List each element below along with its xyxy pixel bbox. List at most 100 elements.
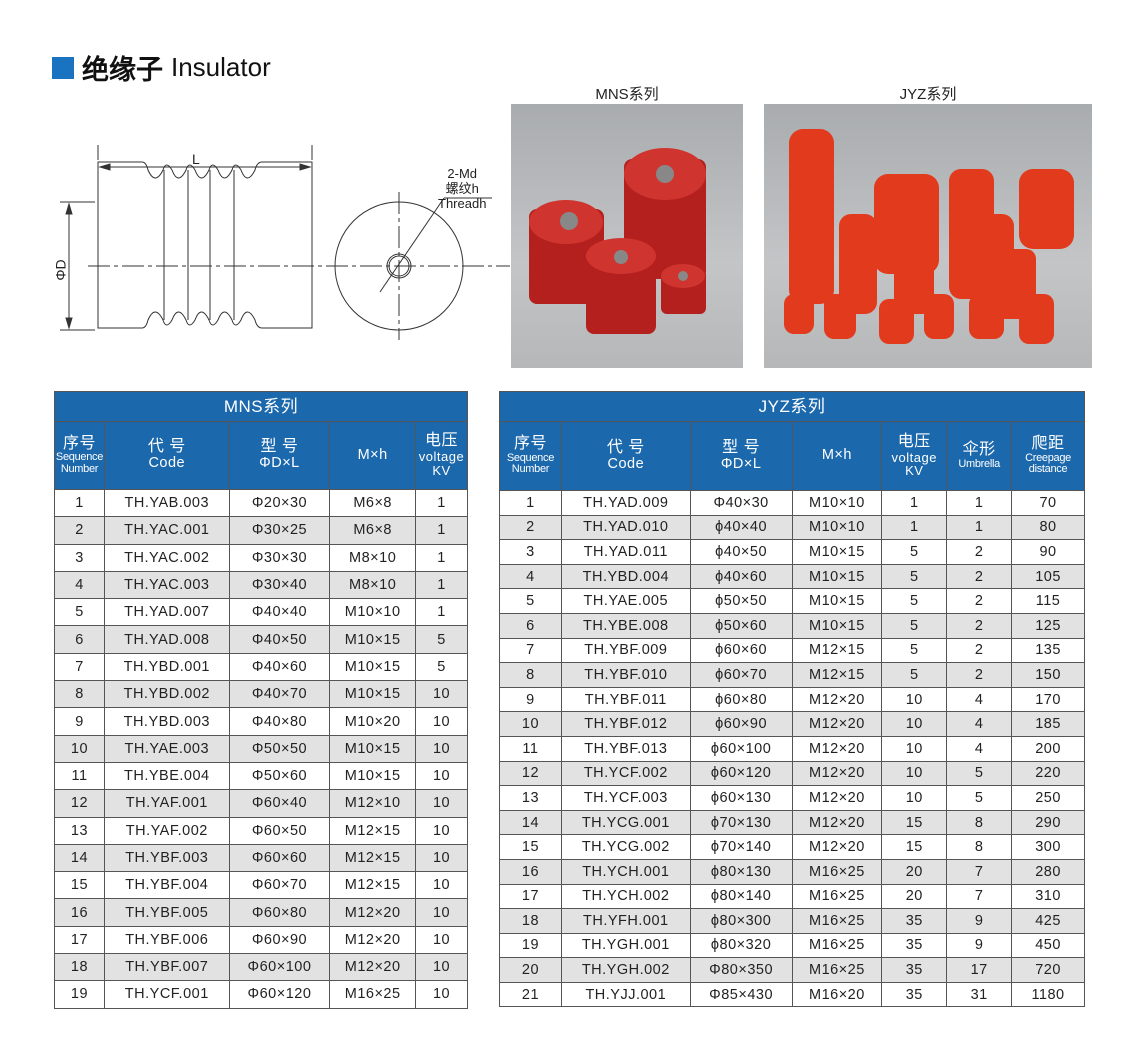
table-row: 17 TH.YCH.002 ϕ80×140 M16×25 20 7 310	[499, 883, 1085, 910]
header-cn: 序号	[513, 435, 547, 453]
table-cell: M10×15	[329, 652, 417, 682]
table-cell: 70	[1011, 490, 1085, 516]
table-cell: M10×15	[329, 625, 417, 654]
table-cell: 8	[946, 834, 1013, 860]
table-row: 8 TH.YBF.010 ϕ60×70 M12×15 5 2 150	[499, 662, 1085, 688]
table-cell: M10×15	[791, 612, 883, 639]
table-cell: 1	[499, 490, 562, 516]
table-cell: M6×8	[329, 516, 417, 545]
table-cell: 290	[1011, 809, 1085, 836]
table-cell: M16×25	[791, 957, 883, 983]
table-cell: M12×15	[329, 871, 417, 900]
table-cell: 16	[499, 858, 562, 885]
table-cell: ϕ60×100	[689, 735, 793, 762]
table-cell: 105	[1011, 563, 1085, 590]
table-cell: Φ20×30	[228, 488, 331, 518]
table-cell: M16×25	[791, 883, 883, 910]
table-cell: 1	[881, 514, 948, 541]
table-cell: 220	[1011, 760, 1085, 787]
table-cell: 9	[946, 908, 1013, 934]
table-cell: 4	[946, 686, 1013, 713]
table-cell: 1	[881, 490, 948, 516]
table-cell: 8	[946, 809, 1013, 836]
table-cell: M12×20	[791, 735, 883, 762]
table-cell: 2	[54, 516, 105, 545]
table-cell: TH.YAE.005	[560, 588, 691, 614]
table-cell: 5	[415, 652, 468, 682]
table-cell: 7	[946, 858, 1013, 885]
table-cell: 19	[499, 932, 562, 959]
table-cell: M12×20	[329, 953, 417, 982]
table-cell: 21	[499, 981, 562, 1008]
title-english: Insulator	[171, 52, 271, 82]
table-cell: M10×10	[791, 490, 883, 516]
table-cell: 425	[1011, 908, 1085, 934]
table-row: 16 TH.YCH.001 ϕ80×130 M16×25 20 7 280	[499, 858, 1085, 885]
table-cell: 8	[499, 662, 562, 688]
header-en: M×h	[357, 446, 388, 463]
header-cn: 序号	[62, 434, 96, 452]
table-cell: 2	[499, 514, 562, 541]
header-cn: 伞形	[962, 440, 996, 458]
table-cell: 4	[946, 735, 1013, 762]
header-cn: 代 号	[147, 438, 186, 456]
table-cell: 3	[54, 543, 105, 572]
jyz-insulators-image	[784, 129, 1074, 344]
table-cell: Φ60×60	[228, 843, 331, 873]
table-cell: 18	[499, 908, 562, 934]
jyz-table-caption: JYZ系列	[499, 391, 1085, 422]
header-en: ΦD×L	[720, 455, 762, 472]
table-row: 2 TH.YAD.010 ϕ40×40 M10×10 1 1 80	[499, 514, 1085, 541]
table-cell: TH.YAB.003	[103, 488, 230, 518]
table-cell: 170	[1011, 686, 1085, 713]
table-cell: 14	[54, 843, 105, 873]
table-cell: 5	[499, 588, 562, 614]
table-cell: M10×20	[329, 707, 417, 736]
table-cell: 10	[415, 789, 468, 818]
table-cell: TH.YBF.005	[103, 898, 230, 927]
table-row: 12 TH.YCF.002 ϕ60×120 M12×20 10 5 220	[499, 760, 1085, 787]
table-cell: 5	[881, 612, 948, 639]
table-cell: 17	[54, 925, 105, 955]
table-cell: 10	[415, 953, 468, 982]
jyz-header-col-1: 代 号 Code	[560, 421, 691, 491]
table-cell: TH.YAE.003	[103, 734, 230, 763]
table-cell: TH.YBE.008	[560, 612, 691, 639]
table-cell: Φ30×40	[228, 570, 331, 600]
table-cell: M8×10	[329, 543, 417, 572]
table-cell: 80	[1011, 514, 1085, 541]
table-cell: 10	[881, 785, 948, 811]
table-cell: Φ60×100	[228, 953, 331, 982]
table-cell: 6	[499, 612, 562, 639]
header-en: voltage KV	[891, 449, 937, 479]
mns-header-col-0: 序号 Sequence Number	[54, 421, 105, 490]
table-cell: ϕ60×130	[689, 785, 793, 811]
table-cell: M12×20	[791, 711, 883, 737]
table-cell: Φ30×25	[228, 516, 331, 545]
table-row: 4 TH.YBD.004 ϕ40×60 M10×15 5 2 105	[499, 563, 1085, 590]
table-cell: M10×15	[791, 588, 883, 614]
table-cell: M8×10	[329, 570, 417, 600]
header-en: Sequence Number	[55, 451, 104, 475]
table-cell: 450	[1011, 932, 1085, 959]
table-cell: 6	[54, 625, 105, 654]
table-cell: 10	[415, 871, 468, 900]
table-cell: ϕ70×140	[689, 834, 793, 860]
table-cell: Φ60×80	[228, 898, 331, 927]
table-row: 18 TH.YFH.001 ϕ80×300 M16×25 35 9 425	[499, 908, 1085, 934]
table-cell: TH.YBF.004	[103, 871, 230, 900]
table-cell: TH.YCH.001	[560, 858, 691, 885]
table-cell: 1	[415, 598, 468, 627]
table-row: 9 TH.YBD.003 Φ40×80 M10×20 10	[54, 707, 468, 736]
table-cell: Φ85×430	[689, 981, 793, 1008]
table-cell: ϕ50×50	[689, 588, 793, 614]
table-cell: 5	[881, 637, 948, 664]
table-cell: M12×20	[791, 760, 883, 787]
table-row: 16 TH.YBF.005 Φ60×80 M12×20 10	[54, 898, 468, 927]
header-cn: 爬距	[1031, 435, 1065, 453]
table-cell: M12×15	[329, 843, 417, 873]
page-title: 绝缘子 Insulator	[52, 48, 271, 87]
table-cell: 19	[54, 980, 105, 1009]
table-row: 5 TH.YAD.007 Φ40×40 M10×10 1	[54, 598, 468, 627]
table-row: 12 TH.YAF.001 Φ60×40 M12×10 10	[54, 789, 468, 818]
